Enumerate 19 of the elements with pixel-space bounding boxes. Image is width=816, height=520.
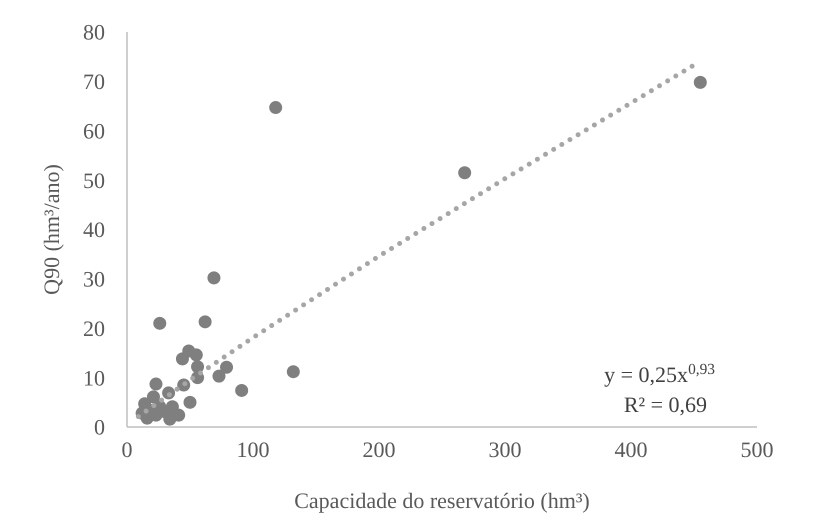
x-tick-label: 0 bbox=[122, 437, 132, 462]
y-tick-label: 70 bbox=[83, 69, 105, 94]
x-tick-label: 300 bbox=[488, 437, 522, 462]
x-tick-label: 400 bbox=[614, 437, 648, 462]
y-tick-label: 10 bbox=[83, 365, 105, 390]
y-tick-label: 0 bbox=[94, 414, 105, 440]
y-tick-label: 40 bbox=[83, 217, 105, 242]
annotation: y = 0,25x$^{0,93}$ bbox=[604, 360, 716, 387]
y-tick-label: 80 bbox=[83, 20, 105, 45]
x-axis-title: Capacidade do reservatório (hm³) bbox=[294, 488, 590, 513]
y-axis-title: Q90 (hm³/ano) bbox=[39, 164, 64, 295]
x-tick-label: 200 bbox=[362, 437, 396, 462]
x-tick-label: 100 bbox=[236, 437, 270, 462]
y-tick-label: 20 bbox=[83, 316, 105, 341]
y-tick-label: 50 bbox=[83, 168, 105, 193]
y-tick-label: 60 bbox=[83, 118, 105, 144]
x-tick-label: 500 bbox=[740, 437, 774, 462]
annotation: R² = 0,69 bbox=[624, 392, 707, 417]
y-tick-label: 30 bbox=[83, 266, 105, 292]
